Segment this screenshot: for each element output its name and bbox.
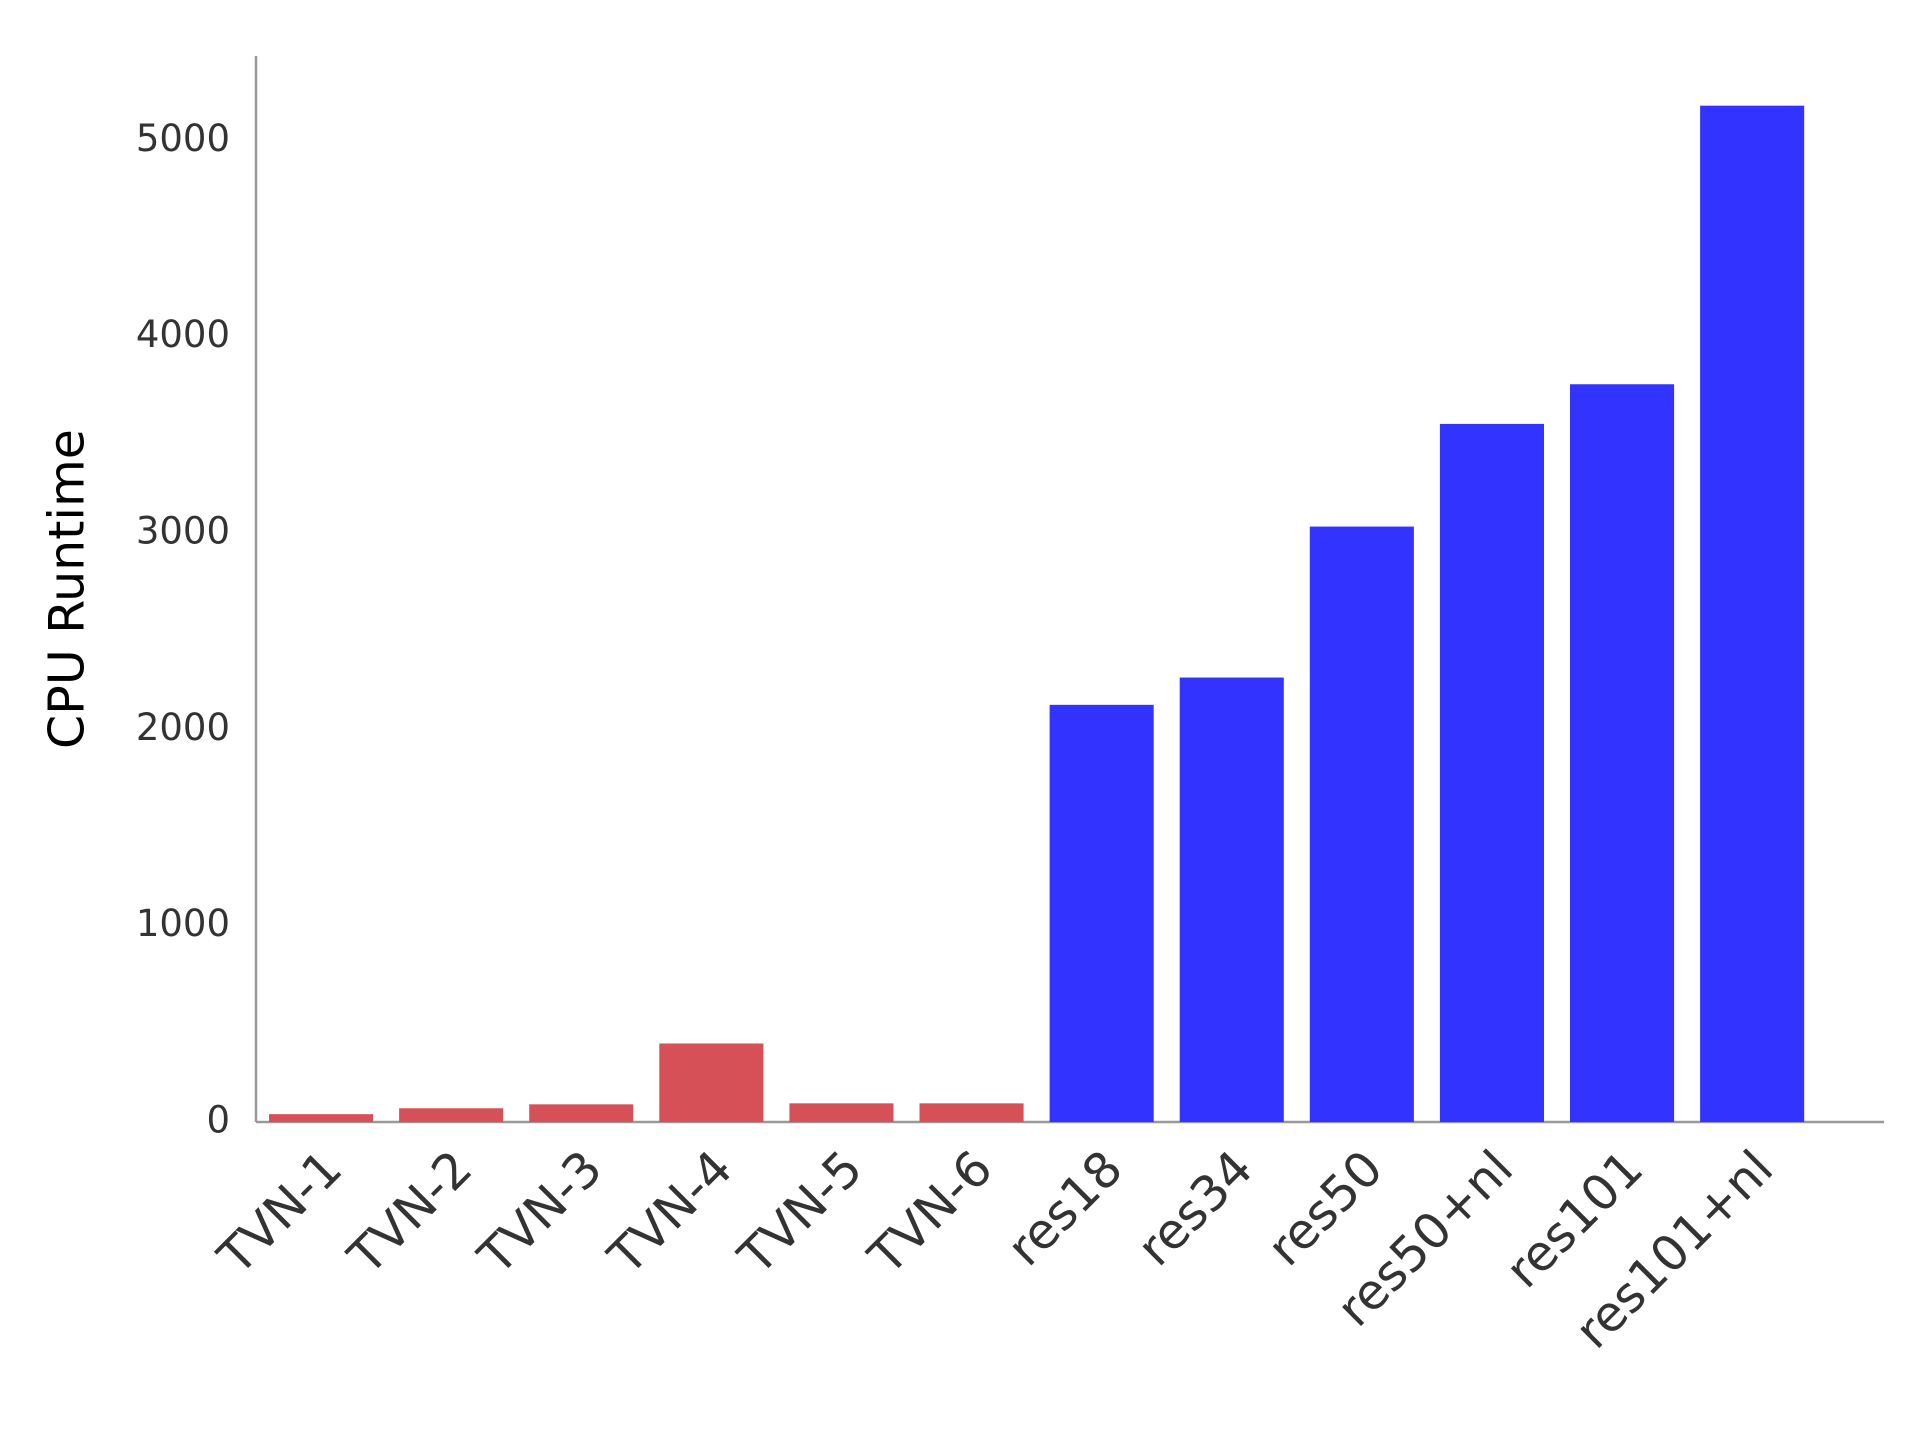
y-tick-label: 1000	[136, 902, 230, 945]
bar	[1570, 384, 1675, 1123]
bar	[399, 1108, 504, 1122]
bar	[1439, 423, 1544, 1123]
x-tick-label: TVN-5	[727, 1140, 873, 1286]
bar	[1049, 704, 1154, 1122]
x-tick-label: res34	[1127, 1140, 1264, 1277]
bar	[529, 1104, 634, 1122]
x-tick-label: TVN-6	[857, 1140, 1003, 1286]
y-tick-label: 4000	[136, 313, 230, 356]
x-tick-label: TVN-3	[467, 1140, 613, 1286]
x-tick-label: TVN-1	[207, 1140, 353, 1286]
bar	[1309, 526, 1414, 1122]
y-tick-label: 0	[206, 1099, 230, 1142]
bar	[269, 1114, 374, 1122]
bar	[1700, 105, 1805, 1122]
bar	[789, 1103, 894, 1122]
y-tick-label: 2000	[136, 706, 230, 749]
y-axis-label: CPU Runtime	[39, 429, 96, 749]
x-tick-label: res18	[996, 1140, 1133, 1277]
bar	[1179, 677, 1284, 1122]
y-tick-label: 5000	[136, 117, 230, 160]
y-tick-label: 3000	[136, 510, 230, 553]
bar	[919, 1103, 1024, 1122]
x-tick-label: TVN-4	[597, 1140, 743, 1286]
x-tick-label: TVN-2	[337, 1140, 483, 1286]
bar	[659, 1043, 764, 1122]
